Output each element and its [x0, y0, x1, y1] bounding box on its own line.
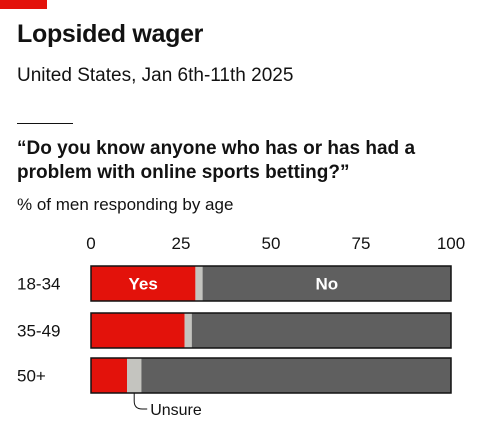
chart-title: Lopsided wager [17, 20, 204, 48]
divider-rule [17, 123, 73, 124]
survey-question: “Do you know anyone who has or has had a… [17, 138, 416, 183]
series-label-no: No [315, 275, 338, 294]
annotation-leader-line [133, 393, 148, 410]
bar-segment-unsure [184, 313, 192, 348]
bar-outline [90, 357, 452, 394]
x-tick-label: 100 [437, 234, 465, 253]
bar-segment-yes [91, 266, 196, 301]
series-label-yes: Yes [129, 275, 158, 294]
category-label: 18-34 [17, 275, 60, 294]
bar-segment-no [141, 358, 451, 393]
chart-subtitle: United States, Jan 6th-11th 2025 [17, 65, 294, 86]
category-labels: 18-34 35-49 50+ [17, 275, 60, 386]
x-tick-label: 75 [352, 234, 371, 253]
bar-outline [90, 312, 452, 349]
x-axis-ticks: 0 25 50 75 100 [86, 234, 465, 253]
brand-accent-bar [0, 0, 47, 9]
bar-segment-yes [91, 358, 127, 393]
category-label: 50+ [17, 367, 46, 386]
annotations: Unsure [133, 393, 202, 419]
bar-segment-yes [91, 313, 185, 348]
bar-segment-no [191, 313, 452, 348]
x-tick-label: 25 [172, 234, 191, 253]
x-tick-label: 50 [262, 234, 281, 253]
annotation-unsure: Unsure [150, 402, 202, 419]
bars: Yes No [90, 265, 452, 394]
category-label: 35-49 [17, 322, 60, 341]
bar-outline [90, 265, 452, 302]
bar-segment-unsure [127, 358, 142, 393]
bar-segment-no [202, 266, 451, 301]
x-tick-label: 0 [86, 234, 95, 253]
bar-segment-unsure [195, 266, 203, 301]
axis-units-label: % of men responding by age [17, 195, 234, 214]
